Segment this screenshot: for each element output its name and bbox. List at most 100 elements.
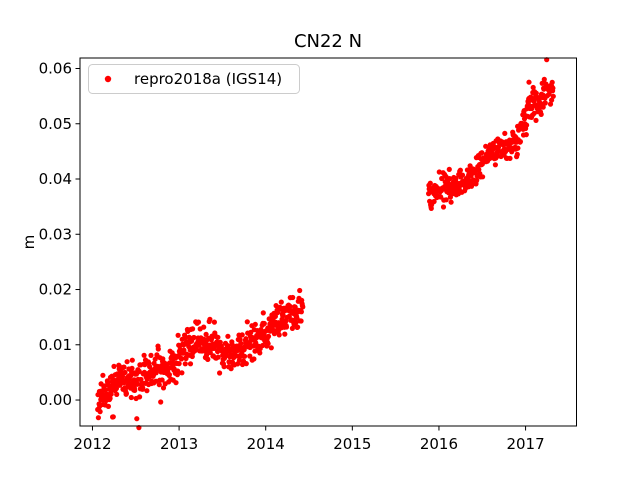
y-tick-label: 0.05 (39, 115, 72, 133)
legend-label: repro2018a (IGS14) (134, 70, 282, 88)
data-point (166, 372, 172, 378)
data-point (476, 167, 482, 173)
data-point (514, 151, 520, 157)
data-point (474, 177, 480, 183)
data-point (95, 415, 101, 421)
data-point (480, 174, 486, 180)
data-point (550, 85, 556, 91)
data-point (136, 368, 142, 374)
data-point (178, 356, 185, 362)
data-point (207, 349, 213, 356)
data-point (298, 309, 304, 315)
legend-box (88, 64, 300, 94)
data-point (122, 369, 128, 376)
data-point (431, 198, 437, 205)
data-point (175, 368, 181, 374)
data-point (293, 320, 299, 326)
data-point (107, 395, 113, 401)
data-point (446, 166, 452, 172)
data-point (265, 341, 271, 347)
data-point (283, 324, 290, 330)
data-point (114, 391, 120, 397)
y-axis-label: m (20, 235, 38, 250)
data-point (530, 84, 536, 91)
data-point (260, 342, 266, 349)
y-tick-label: 0.03 (39, 225, 72, 243)
x-tick-label: 2013 (160, 435, 198, 453)
data-point (221, 364, 227, 370)
data-point (479, 150, 485, 156)
data-point (523, 132, 529, 138)
data-point (290, 294, 296, 301)
data-point (228, 366, 234, 372)
data-point (134, 381, 141, 387)
data-point (459, 172, 466, 178)
data-point (550, 93, 556, 99)
data-point (207, 316, 213, 322)
data-point (190, 326, 196, 332)
x-axis-tick-labels: 2012 2013 2014 2015 2016 2017 (73, 435, 544, 453)
data-point (242, 353, 248, 359)
data-point (108, 391, 114, 397)
data-point (120, 373, 126, 380)
data-point (195, 319, 202, 325)
data-point (439, 175, 445, 182)
data-point (457, 167, 463, 173)
data-point (215, 354, 221, 360)
data-point (502, 130, 508, 136)
data-point (428, 205, 434, 211)
data-point (533, 90, 539, 96)
legend-marker-icon (104, 75, 112, 83)
x-axis-ticks (91, 426, 527, 431)
data-point (427, 180, 433, 186)
data-point (239, 332, 245, 338)
data-point (243, 336, 249, 342)
data-point (105, 403, 111, 409)
data-point (134, 416, 140, 422)
data-point (282, 331, 288, 337)
data-point (540, 104, 546, 110)
data-point (287, 303, 293, 309)
data-point (447, 176, 453, 182)
y-axis-tick-labels: 0.00 0.01 0.02 0.03 0.04 0.05 0.06 (39, 60, 72, 410)
data-point (515, 145, 521, 151)
data-point (141, 352, 147, 358)
data-point (217, 370, 223, 376)
y-tick-label: 0.02 (39, 281, 72, 299)
data-point (517, 139, 524, 145)
legend: repro2018a (IGS14) (88, 64, 300, 94)
data-point (541, 76, 547, 82)
data-point (144, 388, 150, 394)
data-point (507, 155, 513, 161)
data-point (533, 117, 539, 123)
data-point (176, 361, 182, 367)
data-point (189, 353, 195, 360)
data-point (175, 332, 181, 338)
data-point (201, 324, 207, 330)
data-point (124, 359, 130, 365)
data-point (260, 310, 266, 316)
data-point (268, 345, 274, 351)
data-point (121, 364, 127, 370)
data-point (292, 304, 298, 310)
data-point (142, 362, 148, 368)
y-tick-label: 0.00 (39, 391, 72, 409)
data-point (160, 356, 166, 362)
scatter-series (95, 57, 556, 431)
data-point (547, 101, 554, 107)
x-tick-label: 2014 (247, 435, 285, 453)
data-point (228, 351, 234, 357)
x-tick-label: 2017 (506, 435, 544, 453)
data-point (128, 394, 134, 401)
data-point (101, 383, 107, 389)
x-tick-label: 2015 (333, 435, 371, 453)
data-point (453, 175, 459, 182)
data-point (156, 382, 162, 388)
data-point (158, 399, 164, 405)
data-point (100, 372, 106, 378)
data-point (140, 385, 146, 391)
data-point (549, 79, 555, 85)
data-point (183, 355, 189, 362)
